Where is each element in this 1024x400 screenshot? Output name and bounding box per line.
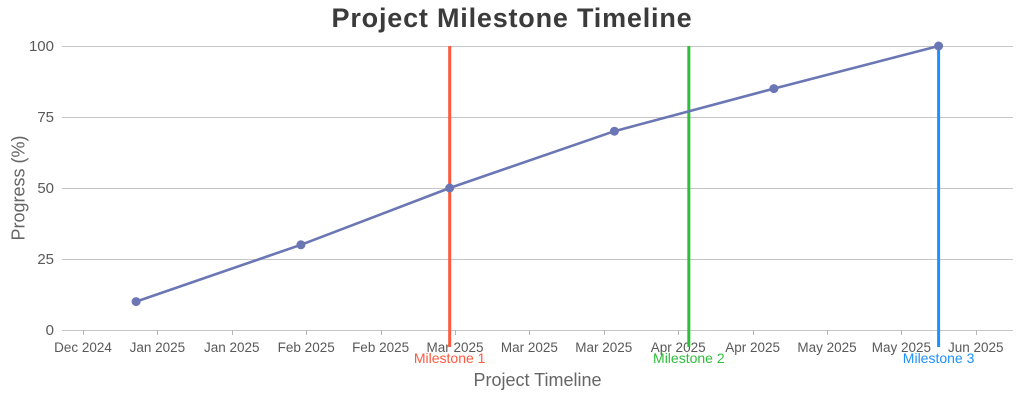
x-tick-label: Apr 2025 xyxy=(725,340,780,355)
progress-line xyxy=(134,44,940,303)
chart-title: Project Milestone Timeline xyxy=(331,3,693,33)
x-tick-label: Dec 2024 xyxy=(54,340,112,355)
x-axis-title: Project Timeline xyxy=(473,370,602,390)
x-tick-label: May 2025 xyxy=(872,340,931,355)
milestone-label: Milestone 2 xyxy=(653,350,725,366)
x-tick-label: Feb 2025 xyxy=(278,340,335,355)
x-tick-label: Apr 2025 xyxy=(651,340,706,355)
x-tick-label: Feb 2025 xyxy=(352,340,409,355)
data-point xyxy=(769,84,779,94)
data-point xyxy=(934,41,944,51)
y-tick-label: 100 xyxy=(29,38,54,55)
data-point xyxy=(296,240,306,250)
data-point xyxy=(609,126,619,136)
y-tick-label: 25 xyxy=(37,251,54,268)
milestone-label: Milestone 1 xyxy=(414,350,486,366)
data-point xyxy=(445,183,455,193)
data-point xyxy=(131,297,141,307)
x-tick-label: Mar 2025 xyxy=(575,340,632,355)
y-tick-label: 50 xyxy=(37,180,54,197)
x-tick-label: Jan 2025 xyxy=(130,340,186,355)
x-tick-label: Mar 2025 xyxy=(426,340,483,355)
milestone-label: Milestone 3 xyxy=(903,350,975,366)
x-tick-label: Mar 2025 xyxy=(501,340,558,355)
x-tick-label: May 2025 xyxy=(797,340,856,355)
x-tick-label: Jun 2025 xyxy=(948,340,1004,355)
y-tick-label: 0 xyxy=(46,322,54,339)
y-tick-label: 75 xyxy=(37,109,54,126)
x-tick-label: Jan 2025 xyxy=(204,340,260,355)
